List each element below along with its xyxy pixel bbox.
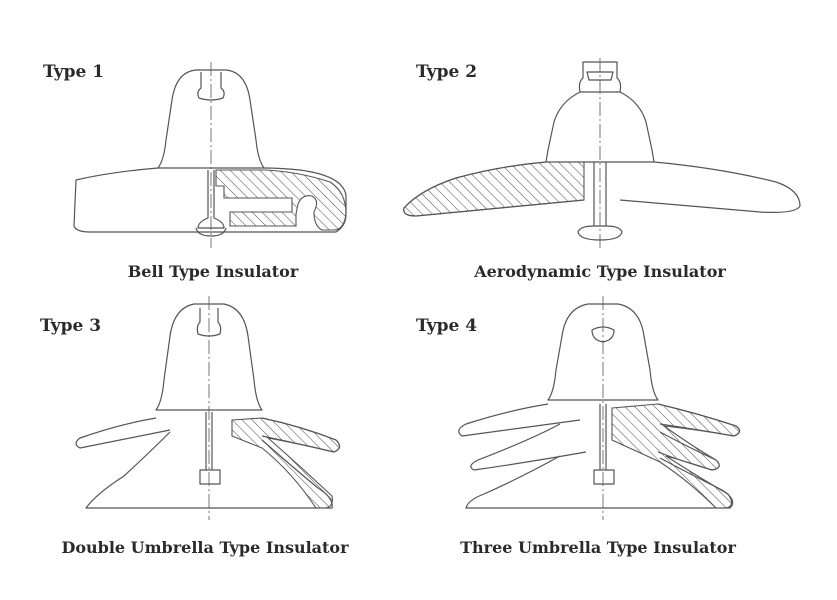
aerodynamic-type-caption: Aerodynamic Type Insulator — [474, 262, 726, 281]
double-umbrella-caption: Double Umbrella Type Insulator — [61, 538, 349, 557]
bell-insulator-drawing — [73, 62, 347, 248]
type-3-label: Type 3 — [40, 316, 102, 336]
three-umbrella-caption: Three Umbrella Type Insulator — [460, 538, 736, 557]
type-4-label: Type 4 — [416, 316, 478, 336]
type-2-label: Type 2 — [416, 62, 478, 82]
type-1-label: Type 1 — [43, 62, 105, 82]
bell-type-caption: Bell Type Insulator — [127, 262, 299, 281]
aerodynamic-insulator-drawing — [403, 58, 801, 248]
double-umbrella-insulator-drawing — [75, 296, 341, 520]
three-umbrella-insulator-drawing — [458, 296, 741, 520]
